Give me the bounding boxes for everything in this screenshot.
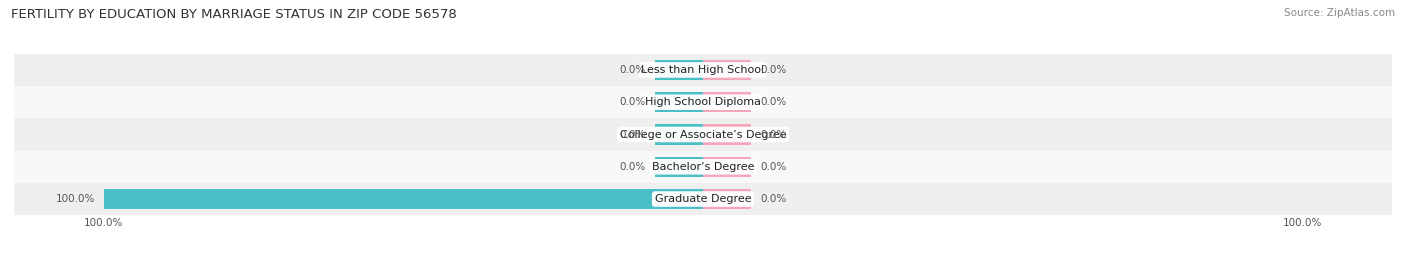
Text: College or Associate’s Degree: College or Associate’s Degree bbox=[620, 129, 786, 140]
Text: 100.0%: 100.0% bbox=[56, 194, 96, 204]
Bar bbox=[655, 125, 703, 144]
Bar bbox=[703, 92, 751, 112]
Text: Less than High School: Less than High School bbox=[641, 65, 765, 75]
Text: 0.0%: 0.0% bbox=[759, 162, 786, 172]
Text: Bachelor’s Degree: Bachelor’s Degree bbox=[652, 162, 754, 172]
Text: High School Diploma: High School Diploma bbox=[645, 97, 761, 107]
Text: Graduate Degree: Graduate Degree bbox=[655, 194, 751, 204]
Text: FERTILITY BY EDUCATION BY MARRIAGE STATUS IN ZIP CODE 56578: FERTILITY BY EDUCATION BY MARRIAGE STATU… bbox=[11, 8, 457, 21]
Text: 0.0%: 0.0% bbox=[759, 65, 786, 75]
Bar bbox=[14, 118, 1392, 151]
Bar bbox=[655, 157, 703, 177]
Bar bbox=[104, 189, 703, 209]
Bar bbox=[703, 189, 751, 209]
Text: 0.0%: 0.0% bbox=[620, 129, 647, 140]
Text: Source: ZipAtlas.com: Source: ZipAtlas.com bbox=[1284, 8, 1395, 18]
Text: 0.0%: 0.0% bbox=[620, 162, 647, 172]
Bar bbox=[703, 125, 751, 144]
Bar bbox=[14, 86, 1392, 118]
Text: 0.0%: 0.0% bbox=[759, 194, 786, 204]
Text: 0.0%: 0.0% bbox=[759, 129, 786, 140]
Bar bbox=[655, 92, 703, 112]
Text: 0.0%: 0.0% bbox=[759, 97, 786, 107]
Text: 0.0%: 0.0% bbox=[620, 97, 647, 107]
Bar bbox=[14, 54, 1392, 86]
Bar bbox=[703, 60, 751, 80]
Text: 0.0%: 0.0% bbox=[620, 65, 647, 75]
Bar bbox=[655, 60, 703, 80]
Bar bbox=[14, 183, 1392, 215]
Bar bbox=[703, 157, 751, 177]
Bar bbox=[14, 151, 1392, 183]
